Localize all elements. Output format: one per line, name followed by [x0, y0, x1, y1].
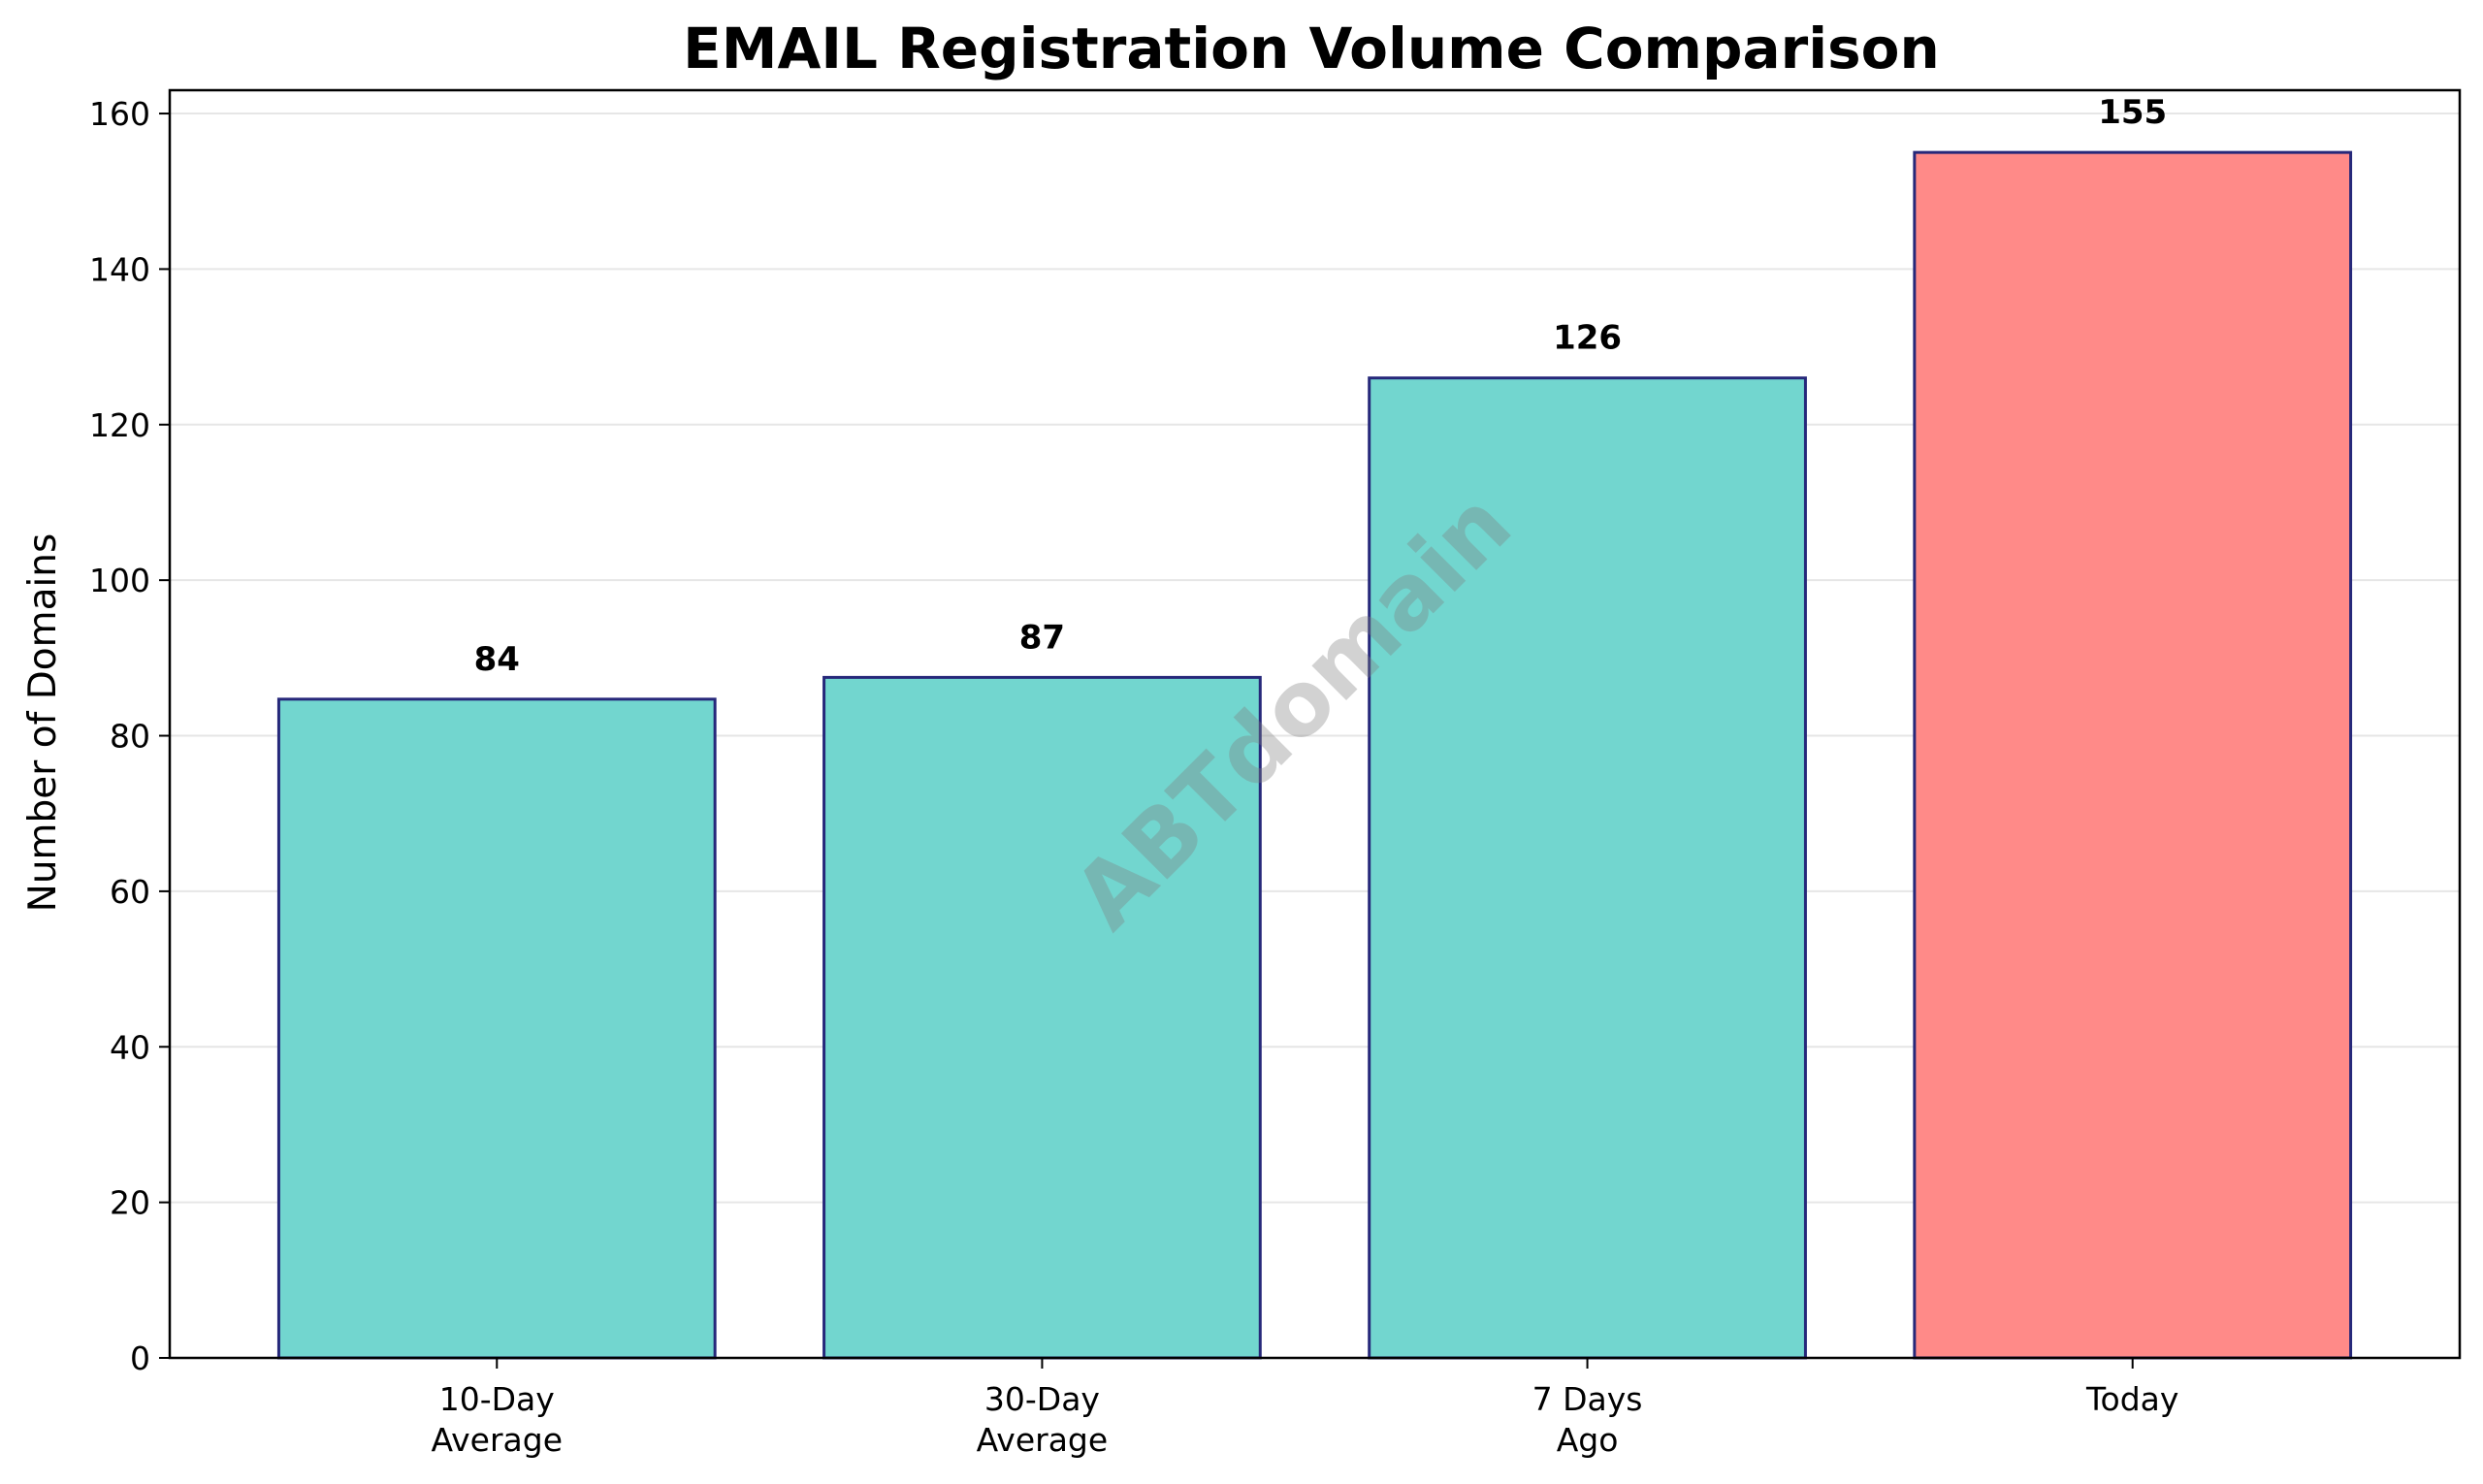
bar — [276, 697, 717, 1360]
bar — [1368, 376, 1807, 1360]
x-tick-label-line: Average — [432, 1421, 564, 1459]
y-tick-label: 80 — [110, 718, 150, 756]
bar — [1913, 150, 2353, 1360]
x-tick-label-line: Ago — [1557, 1421, 1619, 1459]
y-tick-label: 120 — [89, 406, 150, 444]
x-tick-label-line: 10-Day — [439, 1380, 555, 1418]
x-tick-label-line: 30-Day — [984, 1380, 1100, 1418]
x-tick-label: 10-Day Average — [432, 1380, 564, 1459]
x-tick-label: Today — [2085, 1380, 2178, 1418]
y-axis-ticks: 0 20 40 60 80 100 120 140 160 — [89, 95, 170, 1377]
x-tick-label: 7 Days Ago — [1532, 1380, 1643, 1459]
y-tick-label: 0 — [130, 1339, 150, 1377]
bar-data-label: 87 — [1019, 618, 1065, 657]
bar — [822, 675, 1262, 1360]
y-tick-label: 40 — [110, 1028, 150, 1066]
bar-data-label: 155 — [2098, 93, 2167, 132]
bars — [276, 150, 2353, 1360]
x-tick-label-line: 7 Days — [1532, 1380, 1643, 1418]
y-tick-label: 140 — [89, 250, 150, 288]
bar-data-label: 126 — [1553, 319, 1622, 358]
y-tick-label: 20 — [110, 1184, 150, 1222]
plot-frame — [168, 88, 2462, 1360]
x-tick-label-line: Average — [977, 1421, 1109, 1459]
y-tick-label: 100 — [89, 562, 150, 599]
x-tick-label-line: Today — [2085, 1380, 2178, 1418]
axes — [168, 88, 2462, 1360]
bar-data-label: 84 — [474, 640, 520, 679]
bar-data-labels: 84 87 126 155 — [474, 93, 2168, 679]
y-tick-label: 60 — [110, 873, 150, 911]
y-axis-label: Number of Domains — [21, 533, 65, 913]
chart-title: EMAIL Registration Volume Comparison — [683, 16, 1940, 81]
x-tick-label: 30-Day Average — [977, 1380, 1109, 1459]
y-tick-label: 160 — [89, 95, 150, 133]
